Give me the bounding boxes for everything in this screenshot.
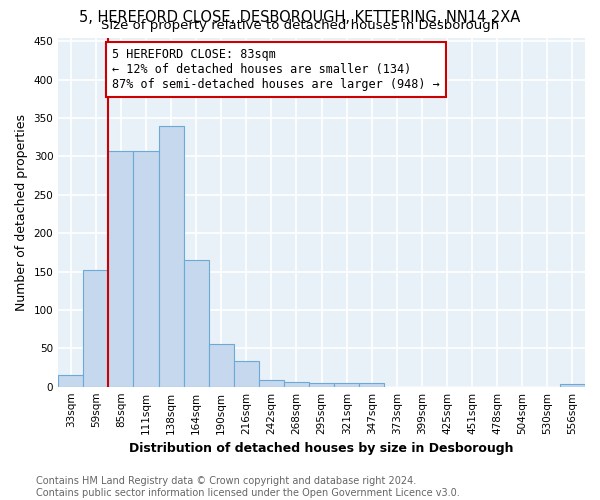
Bar xyxy=(58,375,83,386)
Text: Contains HM Land Registry data © Crown copyright and database right 2024.
Contai: Contains HM Land Registry data © Crown c… xyxy=(36,476,460,498)
Bar xyxy=(259,380,284,386)
Bar xyxy=(109,151,133,386)
Text: 5 HEREFORD CLOSE: 83sqm
← 12% of detached houses are smaller (134)
87% of semi-d: 5 HEREFORD CLOSE: 83sqm ← 12% of detache… xyxy=(112,48,440,91)
Bar xyxy=(158,126,184,386)
X-axis label: Distribution of detached houses by size in Desborough: Distribution of detached houses by size … xyxy=(130,442,514,455)
Bar xyxy=(560,384,585,386)
Bar xyxy=(184,260,209,386)
Bar xyxy=(309,383,334,386)
Bar xyxy=(284,382,309,386)
Bar xyxy=(133,151,158,386)
Text: Size of property relative to detached houses in Desborough: Size of property relative to detached ho… xyxy=(101,19,499,32)
Y-axis label: Number of detached properties: Number of detached properties xyxy=(15,114,28,310)
Bar xyxy=(334,383,359,386)
Bar xyxy=(209,344,234,386)
Bar xyxy=(359,383,385,386)
Bar xyxy=(83,270,109,386)
Text: 5, HEREFORD CLOSE, DESBOROUGH, KETTERING, NN14 2XA: 5, HEREFORD CLOSE, DESBOROUGH, KETTERING… xyxy=(79,10,521,25)
Bar xyxy=(234,362,259,386)
